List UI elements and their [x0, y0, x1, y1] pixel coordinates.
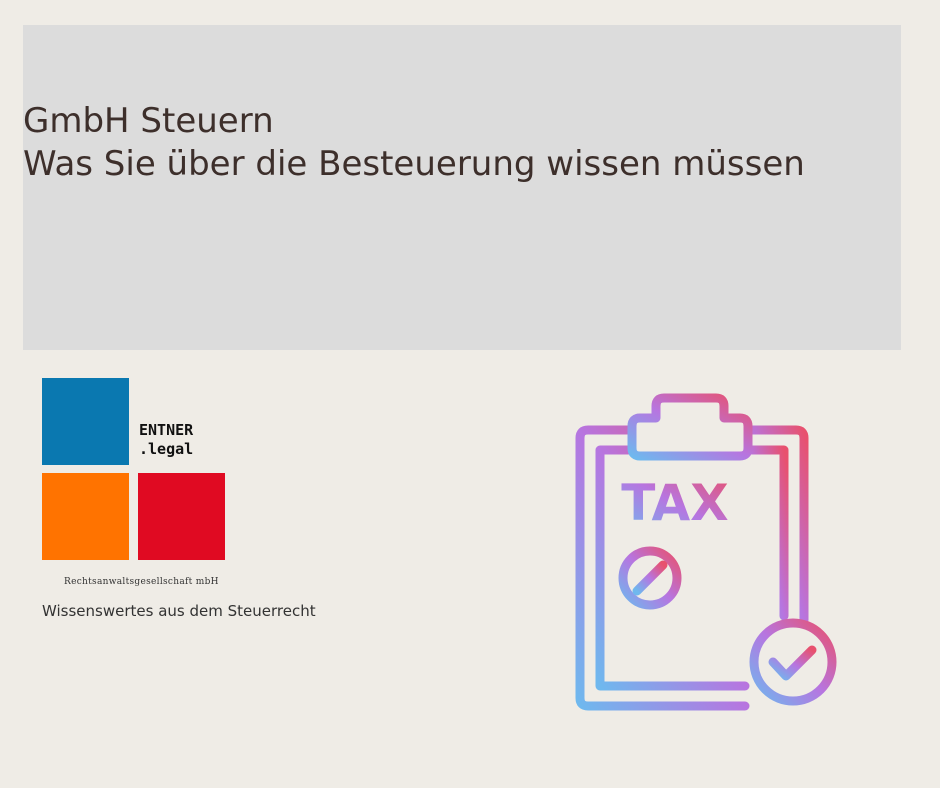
logo-brand-line-1: ENTNER [139, 421, 194, 439]
subtitle: Wissenswertes aus dem Steuerrecht [42, 602, 316, 620]
logo-square-orange [42, 473, 129, 560]
title-line-1: GmbH Steuern [23, 101, 274, 141]
tax-label: TAX [621, 474, 728, 532]
logo-wordmark: ENTNER .legal [139, 421, 193, 459]
logo-firm-name: Rechtsanwaltsgesellschaft mbH [64, 577, 219, 587]
header-banner [23, 25, 901, 350]
logo-brand-line-2: .legal [139, 440, 194, 458]
logo-square-blue [42, 378, 129, 465]
entner-legal-logo: ENTNER .legal [42, 378, 232, 560]
logo-square-red [138, 473, 225, 560]
page-title: GmbH Steuern Was Sie über die Besteuerun… [23, 100, 805, 186]
title-line-2: Was Sie über die Besteuerung wissen müss… [23, 144, 805, 184]
tax-clipboard-icon: TAX [575, 393, 837, 711]
